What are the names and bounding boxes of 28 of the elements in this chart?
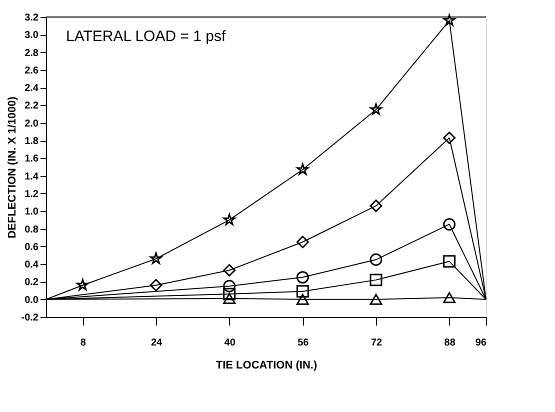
x-tick-label: 88 — [444, 338, 456, 348]
y-tick-label: 3.0 — [24, 30, 39, 42]
x-tick-label: 72 — [370, 338, 382, 348]
y-tick-label: 3.2 — [24, 12, 39, 24]
y-tick-label: 0.6 — [24, 242, 39, 253]
y-tick-label: -0.2 — [21, 312, 39, 324]
y-tick-label: 2.6 — [24, 65, 39, 76]
x-tick-label: 24 — [150, 338, 162, 348]
x-tick-label: 40 — [224, 338, 236, 348]
x-tick-label: 96 — [475, 338, 487, 348]
y-tick-label: 1.0 — [24, 206, 39, 218]
x-tick-label: 8 — [80, 338, 86, 348]
y-tick-label: 0.2 — [24, 277, 39, 288]
x-axis-title: TIE LOCATION (IN.) — [216, 360, 318, 372]
y-tick-label: 1.8 — [24, 136, 39, 148]
y-tick-label: 2.0 — [24, 118, 39, 130]
y-tick-label: 2.2 — [24, 100, 39, 112]
annotation: LATERAL LOAD = 1 psf — [66, 28, 226, 45]
y-tick-label: 0.8 — [24, 224, 39, 236]
y-axis-title: DEFLECTION (IN. X 1/1000) — [6, 96, 18, 238]
y-tick-label: 1.4 — [24, 171, 39, 182]
y-tick-label: 0.4 — [24, 260, 39, 271]
x-tick-label: 56 — [298, 338, 310, 348]
y-tick-label: 1.2 — [24, 188, 39, 200]
y-tick-label: 1.6 — [24, 154, 39, 165]
y-tick-label: 2.4 — [24, 83, 39, 94]
y-tick-label: 2.8 — [24, 48, 39, 59]
y-tick-label: 0.0 — [24, 294, 39, 306]
